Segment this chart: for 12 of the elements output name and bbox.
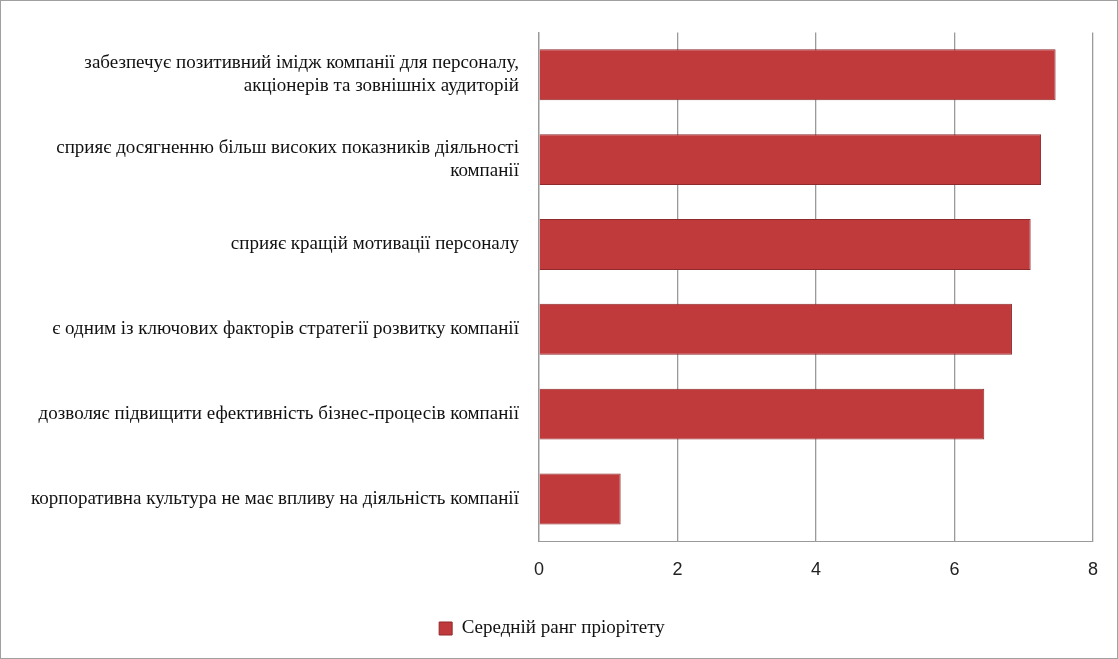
x-tick-label: 2 — [672, 559, 683, 580]
y-tick-label: є одним із ключових факторів стратегії розвитку компанії — [52, 317, 520, 339]
x-tick-label: 4 — [810, 559, 821, 580]
legend-label: Середній ранг пріорітету — [461, 616, 666, 638]
y-tick-label: корпоративна культура не має впливу на діяльність компанії — [31, 486, 520, 508]
y-tick-label: сприяє досягненню більш високих показників діяльності компанії — [56, 136, 520, 181]
y-tick-label: сприяє кращій мотивації персоналу — [230, 232, 520, 254]
y-tick-label: забезпечує позитивний імідж компанії для персоналу, акціонерів та зовнішніх аудиторій — [84, 51, 519, 96]
x-tick-label: 6 — [949, 559, 960, 580]
y-tick-label: дозволяє підвищити ефективність бізнес-процесів компанії — [38, 402, 520, 424]
x-tick-label: 8 — [1087, 559, 1099, 580]
x-tick-label: 0 — [533, 559, 544, 580]
